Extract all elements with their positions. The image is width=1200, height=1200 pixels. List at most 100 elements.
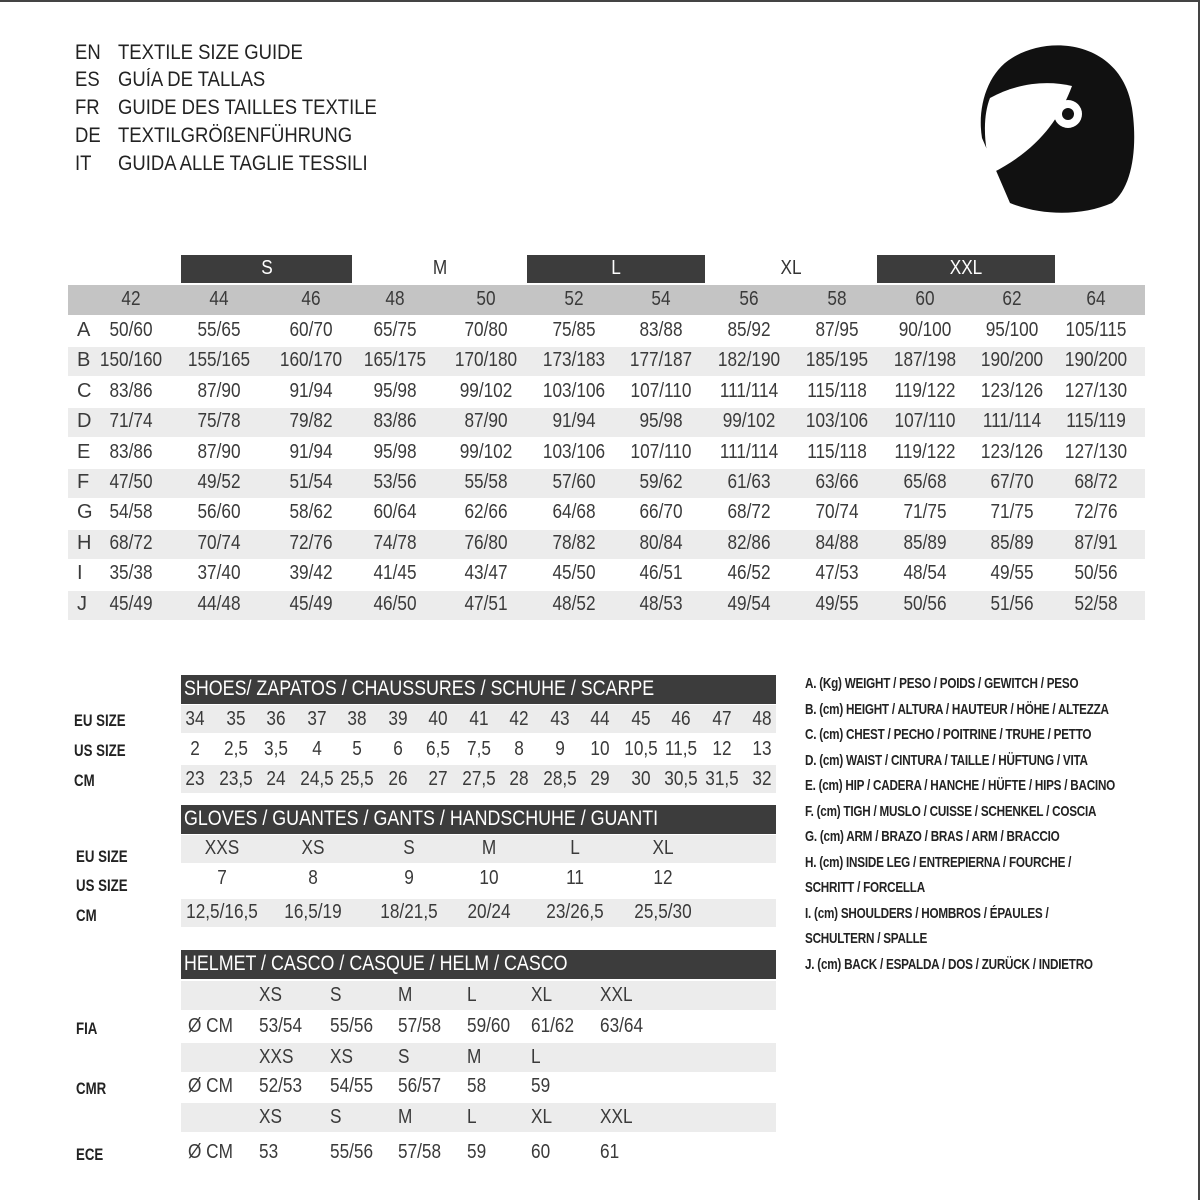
table-cell: 83/86 (109, 440, 153, 463)
shoes-cell: 48 (752, 708, 772, 730)
table-cell: 50/56 (1074, 562, 1118, 585)
table-cell: 68/72 (1074, 471, 1118, 493)
shoes-cell: 35 (225, 708, 246, 730)
shoes-row-band (181, 765, 776, 793)
table-cell: 48/53 (639, 592, 683, 615)
shoes-cell: 46 (671, 708, 691, 730)
table-cell: 87/90 (197, 440, 241, 463)
table-cell: 78/82 (552, 531, 596, 554)
size-group-label: XL (780, 257, 802, 279)
table-cell: 83/86 (373, 410, 417, 433)
helmet-size: XS (330, 1046, 353, 1068)
helmet-unit: Ø CM (188, 1075, 233, 1097)
shoes-cell: 27 (428, 768, 448, 790)
table-cell: 82/86 (727, 531, 771, 554)
table-cell: 87/90 (464, 410, 508, 433)
table-cell: 47/51 (464, 592, 508, 615)
shoes-row-label: EU SIZE (74, 711, 126, 730)
eu-size-header: 44 (209, 288, 229, 310)
table-cell: 83/86 (109, 379, 153, 402)
table-cell: 76/80 (464, 531, 508, 554)
legend-item: I. (cm) SHOULDERS / HOMBROS / ÉPAULES / (805, 904, 1049, 922)
table-cell: 49/52 (197, 471, 241, 493)
legend-item: B. (cm) HEIGHT / ALTURA / HAUTEUR / HÖHE… (805, 700, 1109, 718)
table-cell: 51/54 (289, 471, 333, 493)
helmet-header-band (181, 950, 776, 979)
table-row-band (68, 529, 1145, 559)
helmet-value: 55/56 (330, 1141, 374, 1163)
gloves-cell: M (481, 837, 497, 859)
size-group-band (877, 255, 1055, 283)
helmet-size: S (398, 1046, 410, 1068)
table-cell: 103/106 (805, 410, 869, 433)
shoes-cell: 6,5 (426, 738, 450, 760)
helmet-standard-label: FIA (76, 1019, 98, 1038)
helmet-value: 56/57 (398, 1075, 442, 1097)
size-group-band (527, 255, 705, 283)
table-cell: 72/76 (289, 531, 333, 554)
table-cell: 91/94 (552, 410, 596, 433)
shoes-cell: 27,5 (461, 768, 496, 790)
row-key: F (77, 471, 90, 493)
helmet-size: XS (259, 1106, 282, 1128)
shoes-cell: 2,5 (223, 738, 248, 760)
shoes-cell: 31,5 (704, 768, 739, 790)
table-cell: 123/126 (980, 440, 1044, 463)
helmet-title: HELMET / CASCO / CASQUE / HELM / CASCO (184, 952, 568, 975)
table-cell: 99/102 (722, 410, 776, 433)
helmet-value: 52/53 (259, 1075, 303, 1097)
gloves-row-label: EU SIZE (76, 847, 128, 866)
gloves-cell: 8 (308, 867, 318, 889)
row-key: C (77, 379, 92, 402)
table-cell: 66/70 (639, 501, 683, 524)
legend-item: C. (cm) CHEST / PECHO / POITRINE / TRUHE… (805, 726, 1092, 743)
gloves-title: GLOVES / GUANTES / GANTS / HANDSCHUHE / … (184, 807, 659, 830)
table-cell: 87/90 (197, 379, 241, 402)
table-cell: 68/72 (727, 501, 771, 524)
table-cell: 95/98 (373, 440, 417, 463)
table-cell: 61/63 (727, 471, 771, 493)
helmet-value: 59/60 (467, 1015, 511, 1037)
helmet-size: M (467, 1046, 482, 1068)
helmet-value: 61/62 (531, 1015, 575, 1037)
table-cell: 46/50 (373, 592, 417, 615)
helmet-size: XS (259, 984, 282, 1006)
table-cell: 91/94 (289, 379, 333, 402)
shoes-cell: 28,5 (542, 768, 577, 790)
gloves-cell: 12 (653, 867, 673, 889)
table-cell: 99/102 (459, 379, 513, 402)
table-cell: 70/74 (815, 501, 859, 524)
legend-item: A. (Kg) WEIGHT / PESO / POIDS / GEWITCH … (805, 675, 1079, 692)
table-cell: 47/50 (109, 471, 153, 493)
table-cell: 47/53 (815, 562, 859, 585)
legend-item: SCHRITT / FORCELLA (805, 879, 925, 896)
table-cell: 49/54 (727, 592, 771, 615)
table-row-band (68, 590, 1145, 620)
table-cell: 45/49 (109, 592, 153, 615)
table-cell: 62/66 (464, 501, 508, 524)
table-cell: 50/60 (109, 319, 153, 341)
eu-size-header: 54 (651, 288, 671, 310)
table-cell: 39/42 (289, 562, 333, 585)
table-cell: 85/89 (903, 531, 947, 554)
eu-size-header: 60 (915, 288, 935, 310)
table-cell: 53/56 (373, 471, 417, 493)
legend-item: SCHULTERN / SPALLE (805, 930, 928, 947)
shoes-cell: 12 (711, 738, 732, 760)
shoes-cell: 37 (306, 708, 327, 730)
size-group-label: S (260, 257, 273, 279)
shoes-cell: 41 (468, 708, 489, 730)
gloves-cell: XS (301, 837, 325, 859)
table-cell: 90/100 (898, 319, 952, 341)
gloves-row-band (181, 899, 776, 927)
shoes-cell: 4 (311, 738, 322, 760)
row-key: J (77, 592, 87, 615)
table-cell: 155/165 (187, 349, 251, 372)
shoes-cell: 6 (392, 738, 403, 760)
helmet-size: S (330, 984, 342, 1006)
table-cell: 35/38 (109, 562, 153, 585)
helmet-size: M (398, 1106, 413, 1128)
title-text: TEXTILGRÖßENFÜHRUNG (118, 124, 353, 147)
table-cell: 67/70 (990, 471, 1034, 493)
